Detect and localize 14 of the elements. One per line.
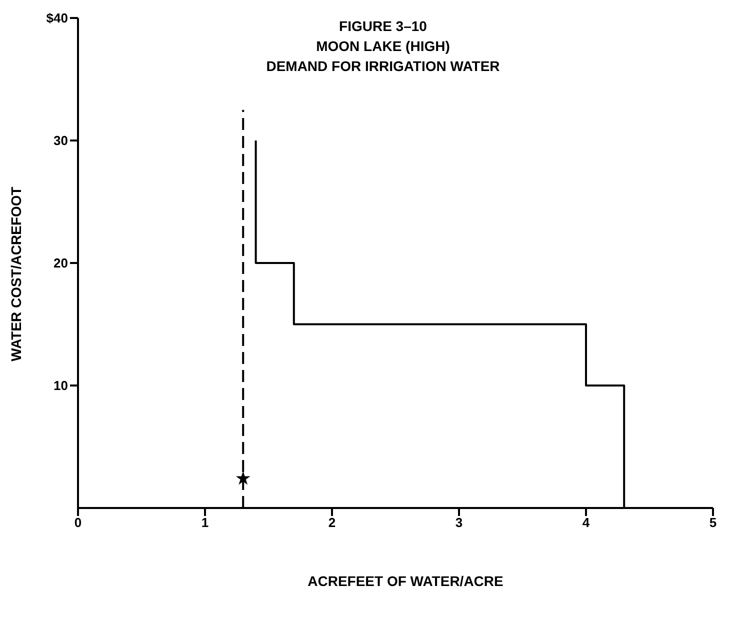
x-tick-label: 4 — [582, 515, 590, 530]
text: MOON LAKE (HIGH) DEMAND FOR IRRIGATION WATER — [265, 37, 501, 76]
chart-title: FIGURE 3–10 — [338, 17, 428, 36]
y-tick-label: 10 — [54, 378, 68, 394]
y-axis-title: WATER COST/ACREFOOT — [8, 186, 24, 364]
y-tick-label: $40 — [46, 10, 68, 26]
x-axis-title: ACREFEET OF WATER/ACRE — [306, 573, 504, 589]
x-tick-label: 2 — [328, 515, 336, 530]
x-tick-label: 0 — [74, 515, 82, 530]
x-tick-label: 5 — [709, 515, 717, 530]
x-tick-label: 3 — [455, 515, 463, 530]
x-tick-label: 1 — [201, 515, 209, 530]
y-tick-label: 20 — [54, 256, 68, 271]
y-tick-label: 30 — [54, 133, 68, 148]
